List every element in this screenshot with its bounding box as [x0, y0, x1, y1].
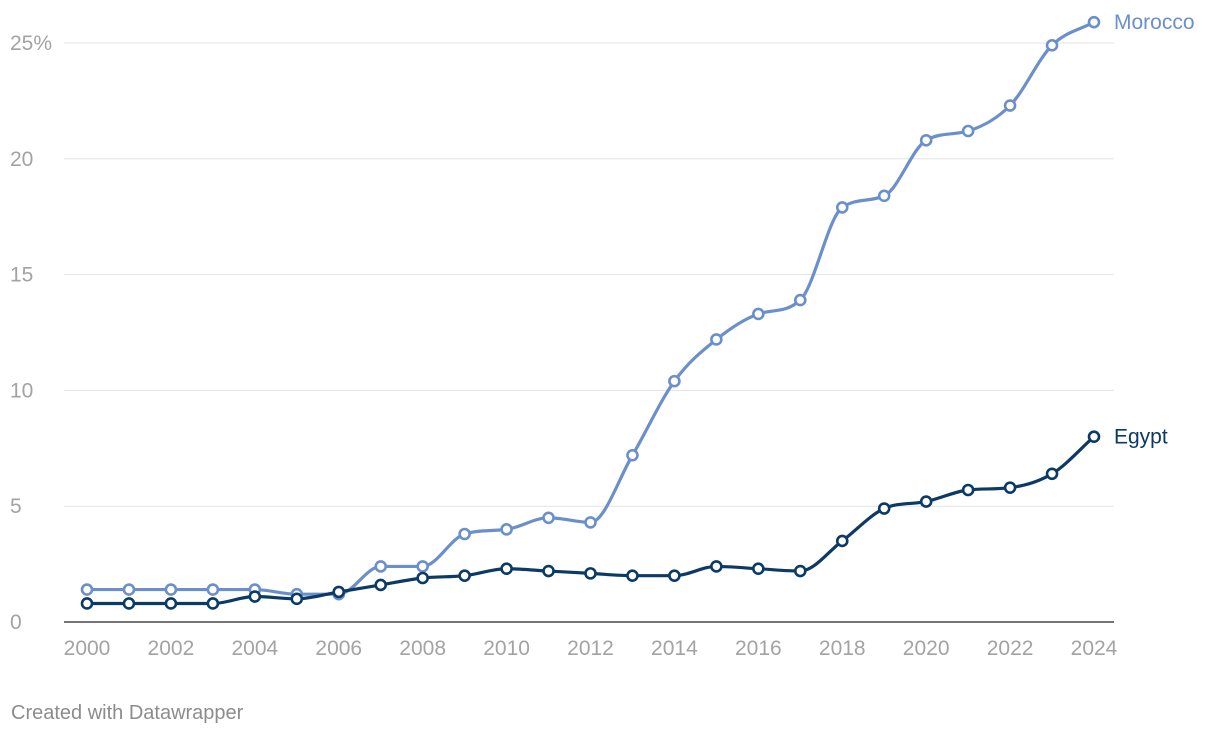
x-tick-label: 2016	[735, 637, 782, 660]
gridlines	[64, 42, 1114, 623]
series-morocco	[80, 15, 1101, 601]
x-tick-label: 2004	[231, 637, 278, 660]
series-line-morocco	[85, 20, 1096, 596]
data-point-egypt[interactable]	[668, 569, 681, 582]
x-tick-label: 2020	[903, 637, 950, 660]
data-point-morocco[interactable]	[458, 527, 471, 541]
data-point-morocco[interactable]	[1087, 15, 1101, 29]
data-point-morocco[interactable]	[206, 583, 220, 596]
data-point-morocco[interactable]	[80, 583, 94, 596]
data-point-egypt[interactable]	[710, 560, 723, 573]
data-point-morocco[interactable]	[122, 583, 136, 596]
data-point-egypt[interactable]	[206, 597, 220, 610]
data-point-egypt[interactable]	[1003, 481, 1017, 494]
series-egypt	[80, 430, 1101, 610]
data-point-morocco[interactable]	[919, 133, 933, 147]
y-tick-label: 15	[10, 264, 33, 287]
data-point-egypt[interactable]	[458, 569, 471, 582]
data-point-egypt[interactable]	[248, 590, 262, 603]
x-tick-label: 2010	[483, 637, 530, 660]
x-tick-label: 2022	[987, 637, 1034, 660]
y-tick-label: 25%	[10, 32, 52, 55]
x-tick-label: 2000	[64, 637, 111, 660]
series-labels: Morocco Egypt	[1114, 11, 1195, 449]
data-point-morocco[interactable]	[752, 307, 765, 321]
data-point-egypt[interactable]	[835, 534, 849, 548]
data-point-egypt[interactable]	[793, 564, 807, 578]
data-point-morocco[interactable]	[500, 523, 513, 536]
x-tick-label: 2012	[567, 637, 614, 660]
data-point-morocco[interactable]	[626, 448, 639, 462]
data-point-morocco[interactable]	[542, 511, 555, 525]
data-point-morocco[interactable]	[584, 516, 597, 529]
data-point-egypt[interactable]	[961, 483, 975, 497]
x-tick-label: 2018	[819, 637, 866, 660]
data-point-egypt[interactable]	[290, 592, 304, 606]
data-point-morocco[interactable]	[1045, 39, 1059, 52]
data-point-morocco[interactable]	[164, 583, 178, 596]
data-point-egypt[interactable]	[752, 562, 765, 576]
data-point-morocco[interactable]	[710, 333, 723, 346]
data-point-egypt[interactable]	[80, 597, 94, 610]
data-point-morocco[interactable]	[1003, 99, 1017, 112]
data-point-morocco[interactable]	[877, 189, 891, 203]
y-tick-label: 0	[10, 611, 22, 634]
x-tick-label: 2006	[315, 637, 362, 660]
data-point-morocco[interactable]	[793, 293, 807, 307]
data-point-egypt[interactable]	[919, 495, 933, 508]
y-tick-label: 20	[10, 148, 33, 171]
x-tick-label: 2008	[399, 637, 446, 660]
data-point-egypt[interactable]	[332, 585, 346, 599]
data-point-egypt[interactable]	[1045, 467, 1059, 481]
y-tick-label: 10	[10, 379, 33, 402]
data-point-egypt[interactable]	[1087, 430, 1101, 444]
data-point-egypt[interactable]	[416, 571, 429, 585]
data-point-egypt[interactable]	[877, 502, 891, 515]
data-point-egypt[interactable]	[542, 564, 555, 578]
data-point-morocco[interactable]	[416, 560, 429, 573]
x-axis-tick-labels: 2000 2002 2004 2006 2008 2010 2012 2014 2016 2018…	[64, 637, 1118, 660]
data-point-egypt[interactable]	[374, 578, 388, 592]
data-point-morocco[interactable]	[374, 560, 388, 573]
data-point-egypt[interactable]	[626, 569, 639, 582]
series-lines	[80, 15, 1101, 610]
line-chart: 0 5 10 15 20 25% 2000 2002 2004 2006 2008 2010 2012…	[10, 11, 1195, 660]
data-point-egypt[interactable]	[500, 562, 513, 576]
data-point-morocco[interactable]	[835, 201, 849, 214]
data-point-morocco[interactable]	[668, 374, 681, 388]
y-axis-tick-labels: 0 5 10 15 20 25%	[10, 32, 52, 634]
datawrapper-credit[interactable]: Created with Datawrapper	[11, 702, 244, 724]
x-tick-label: 2014	[651, 637, 698, 660]
y-tick-label: 5	[10, 495, 22, 518]
x-tick-label: 2024	[1071, 637, 1118, 660]
data-point-egypt[interactable]	[584, 567, 597, 580]
data-point-egypt[interactable]	[122, 597, 136, 610]
series-label-egypt: Egypt	[1114, 426, 1168, 449]
series-label-morocco: Morocco	[1114, 11, 1195, 34]
x-tick-label: 2002	[148, 637, 195, 660]
data-point-morocco[interactable]	[961, 124, 975, 138]
data-point-egypt[interactable]	[164, 597, 178, 610]
